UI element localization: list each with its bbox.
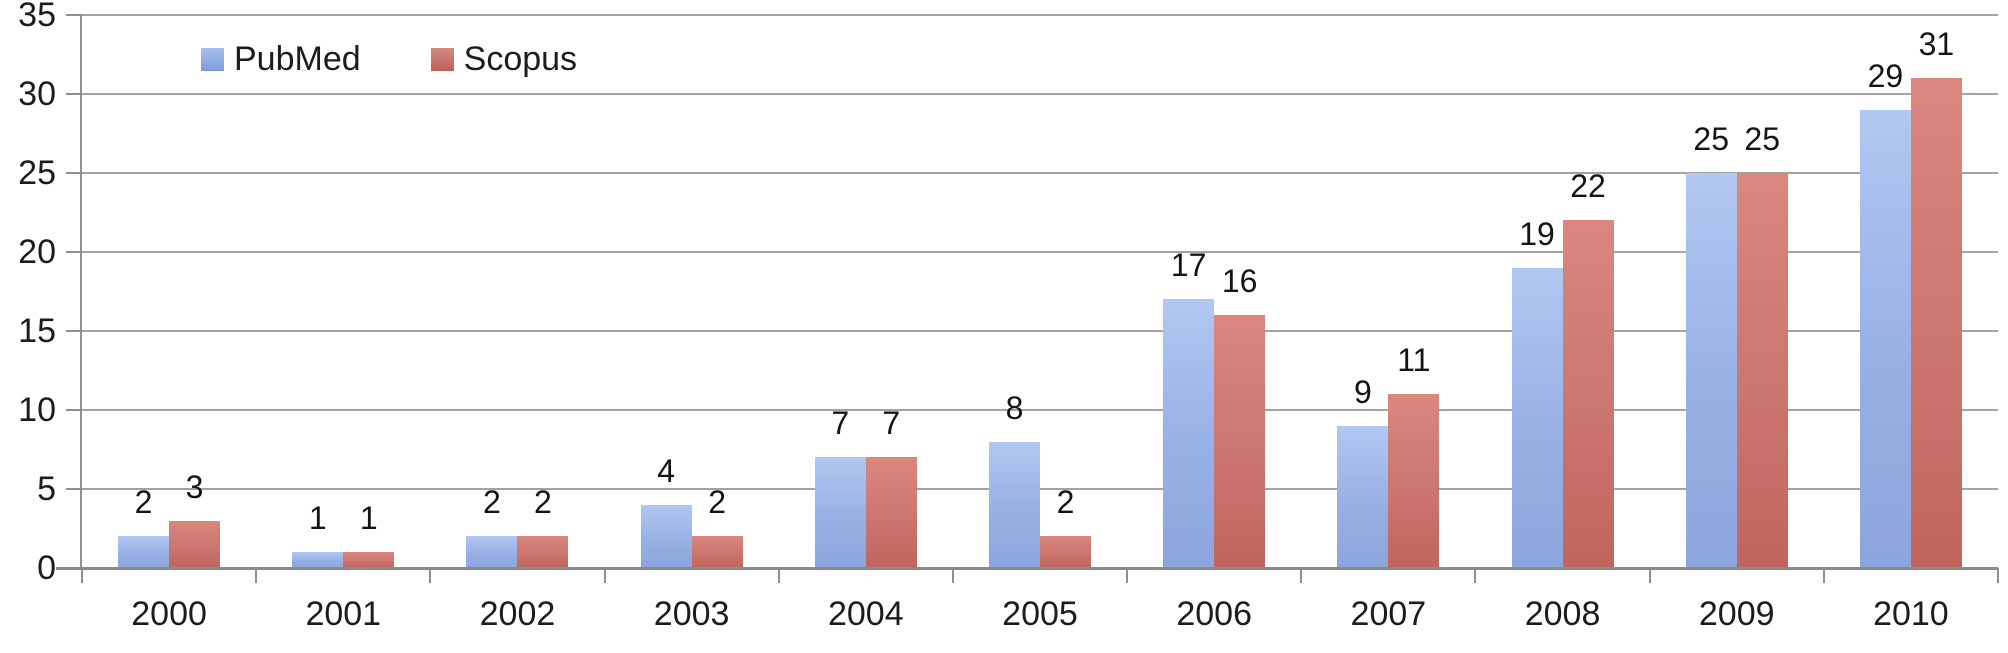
y-axis-line <box>80 15 82 570</box>
x-axis-label-2001: 2001 <box>305 595 382 633</box>
gridline-35 <box>82 14 1998 16</box>
value-label-scopus-2008: 22 <box>1570 168 1606 205</box>
chart-legend: PubMed Scopus <box>201 40 577 78</box>
value-label-scopus-2010: 31 <box>1918 26 1955 63</box>
x-axis-label-2004: 2004 <box>827 595 904 633</box>
gridline-15 <box>82 330 1998 332</box>
bar-pubmed-2007 <box>1337 425 1389 568</box>
x-axis-label-2002: 2002 <box>479 595 556 633</box>
bar-scopus-2008 <box>1562 220 1614 568</box>
gridline-10 <box>82 409 1998 411</box>
bar-scopus-2006 <box>1214 315 1266 568</box>
y-axis-label-20: 20 <box>18 233 56 271</box>
value-label-pubmed-2004: 7 <box>831 405 850 442</box>
value-label-pubmed-2005: 8 <box>1005 389 1024 426</box>
x-tick-3 <box>603 568 606 583</box>
x-axis-label-2000: 2000 <box>131 595 207 633</box>
value-label-scopus-2003: 2 <box>708 484 727 521</box>
value-label-scopus-2007: 11 <box>1397 342 1431 379</box>
value-label-pubmed-2007: 9 <box>1353 373 1372 410</box>
legend-item-scopus: Scopus <box>430 40 578 78</box>
y-tick-25 <box>66 172 82 174</box>
pubmed-swatch-icon <box>201 47 224 71</box>
x-axis-label-2009: 2009 <box>1698 595 1775 633</box>
y-axis-label-25: 25 <box>18 154 56 192</box>
bar-pubmed-2004 <box>814 457 866 568</box>
value-label-scopus-2001: 1 <box>359 500 378 537</box>
y-tick-35 <box>66 14 82 16</box>
value-label-scopus-2009: 25 <box>1744 121 1781 157</box>
value-label-pubmed-2001: 1 <box>308 500 327 537</box>
y-axis-label-0: 0 <box>37 549 56 587</box>
x-tick-2 <box>429 568 432 583</box>
bar-pubmed-2010 <box>1859 109 1911 568</box>
bar-scopus-2009 <box>1736 173 1788 568</box>
x-tick-9 <box>1648 568 1651 583</box>
legend-item-pubmed: PubMed <box>201 40 361 78</box>
gridline-30 <box>82 93 1998 95</box>
value-label-scopus-2000: 3 <box>185 468 204 505</box>
x-tick-1 <box>255 568 258 583</box>
y-tick-15 <box>66 330 82 332</box>
value-label-pubmed-2006: 17 <box>1170 247 1207 284</box>
value-label-scopus-2004: 7 <box>882 405 901 442</box>
y-axis-label-15: 15 <box>18 312 56 350</box>
x-tick-4 <box>777 568 780 583</box>
legend-label-scopus: Scopus <box>463 40 578 78</box>
bar-pubmed-2000 <box>118 536 170 568</box>
x-axis-label-2010: 2010 <box>1873 595 1949 633</box>
x-axis-label-2008: 2008 <box>1524 595 1601 633</box>
value-label-pubmed-2010: 29 <box>1867 57 1904 94</box>
y-axis-label-10: 10 <box>18 391 56 429</box>
x-tick-6 <box>1126 568 1129 583</box>
bar-pubmed-2002 <box>466 536 518 568</box>
value-label-pubmed-2000: 2 <box>134 484 153 521</box>
gridline-20 <box>82 251 1998 253</box>
bar-pubmed-2006 <box>1163 299 1215 568</box>
bar-scopus-2002 <box>517 536 569 568</box>
x-axis-label-2003: 2003 <box>653 595 730 633</box>
y-axis-label-5: 5 <box>37 470 56 508</box>
gridline-25 <box>82 172 1998 174</box>
bar-scopus-2004 <box>865 457 917 568</box>
bar-pubmed-2009 <box>1685 173 1737 568</box>
value-label-pubmed-2002: 2 <box>483 484 501 521</box>
value-label-pubmed-2003: 4 <box>657 452 676 489</box>
value-label-pubmed-2008: 19 <box>1519 215 1555 252</box>
x-tick-5 <box>951 568 954 583</box>
y-tick-5 <box>66 488 82 490</box>
x-axis-line <box>56 567 1998 570</box>
bar-scopus-2007 <box>1388 394 1440 568</box>
bar-scopus-2005 <box>1040 536 1091 568</box>
value-label-scopus-2002: 2 <box>534 484 552 521</box>
gridline-5 <box>82 488 1998 490</box>
x-tick-10 <box>1822 568 1825 583</box>
bar-pubmed-2003 <box>640 504 692 568</box>
scopus-swatch-icon <box>430 47 454 71</box>
bar-scopus-2001 <box>343 552 395 568</box>
x-tick-0 <box>81 568 83 583</box>
bar-scopus-2003 <box>691 536 743 568</box>
value-label-scopus-2005: 2 <box>1056 484 1075 521</box>
value-label-scopus-2006: 16 <box>1221 263 1258 300</box>
bar-scopus-2010 <box>1910 78 1962 568</box>
value-label-pubmed-2009: 25 <box>1693 121 1730 157</box>
x-tick-11 <box>1997 568 1999 583</box>
y-axis-label-30: 30 <box>18 75 56 113</box>
y-axis-label-35: 35 <box>18 0 56 34</box>
y-tick-30 <box>66 93 82 95</box>
bar-scopus-2000 <box>169 520 221 568</box>
legend-label-pubmed: PubMed <box>234 40 361 78</box>
y-tick-10 <box>66 409 82 411</box>
x-axis-label-2006: 2006 <box>1176 595 1252 633</box>
bar-pubmed-2008 <box>1511 267 1563 568</box>
bar-pubmed-2001 <box>292 552 344 568</box>
x-axis-label-2005: 2005 <box>1002 595 1078 633</box>
bar-pubmed-2005 <box>989 441 1040 568</box>
x-axis-label-2007: 2007 <box>1350 595 1427 633</box>
x-tick-8 <box>1474 568 1477 583</box>
y-tick-20 <box>66 251 82 253</box>
x-tick-7 <box>1300 568 1303 583</box>
